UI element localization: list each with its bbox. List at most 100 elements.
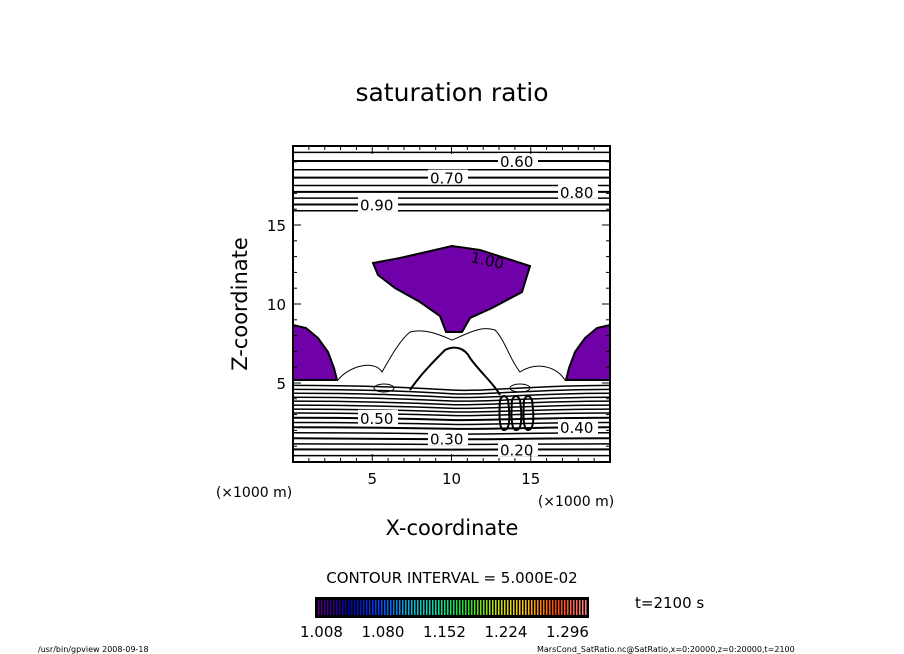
x-axis-label: X-coordinate — [386, 516, 519, 540]
colorbar-stripe — [405, 600, 407, 615]
colorbar-stripe — [348, 600, 350, 615]
contour-label-bg — [428, 169, 468, 185]
colorbar-stripe — [360, 600, 362, 615]
colorbar-stripe — [543, 600, 545, 615]
colorbar-stripe — [324, 600, 326, 615]
contour-label: 0.20 — [500, 441, 533, 459]
supersaturation-fills — [292, 244, 611, 381]
colorbar-stripe — [435, 600, 437, 615]
y-tick-label: 10 — [267, 296, 286, 314]
colorbar-stripe — [456, 600, 458, 615]
colorbar-tick-label: 1.080 — [362, 623, 405, 641]
colorbar-stripe — [357, 600, 359, 615]
contour-line-center-inner — [409, 346, 501, 396]
contour-label: 0.80 — [560, 184, 593, 202]
colorbar-stripe — [540, 600, 542, 615]
axis-ticks: 5 10 15 5 10 15 — [267, 146, 610, 488]
colorbar-stripe — [411, 600, 413, 615]
colorbar-stripe — [420, 600, 422, 615]
colorbar-stripe — [561, 600, 563, 615]
contour-label: 0.30 — [430, 430, 463, 448]
contour-label-bg — [428, 430, 468, 446]
colorbar-stripe — [498, 600, 500, 615]
colorbar-stripe — [423, 600, 425, 615]
colorbar-stripe — [582, 600, 584, 615]
fill-region-center — [371, 244, 532, 333]
colorbar-stripe — [579, 600, 581, 615]
colorbar-stripe — [567, 600, 569, 615]
colorbar-stripe — [570, 600, 572, 615]
colorbar-tick-label: 1.296 — [546, 623, 589, 641]
colorbar-stripe — [408, 600, 410, 615]
x-unit-label: (×1000 m) — [538, 494, 614, 510]
colorbar-tick-labels: 1.008 1.080 1.152 1.224 1.296 — [300, 623, 589, 641]
colorbar-stripe — [525, 600, 527, 615]
colorbar-stripe — [321, 600, 323, 615]
colorbar-stripe — [417, 600, 419, 615]
contour-line — [292, 412, 611, 417]
contour-labels: 0.60 0.70 0.80 0.90 0.20 0.30 0.40 0.50 — [358, 153, 598, 459]
colorbar-stripe — [336, 600, 338, 615]
x-tick-label: 15 — [521, 470, 540, 488]
colorbar-stripe — [459, 600, 461, 615]
colorbar-stripe — [390, 600, 392, 615]
colorbar-stripe — [378, 600, 380, 615]
colorbar-stripe — [534, 600, 536, 615]
colorbar-stripe — [402, 600, 404, 615]
contour-label-bg — [358, 196, 398, 212]
colorbar-stripe — [318, 600, 320, 615]
colorbar-stripe — [414, 600, 416, 615]
colorbar-stripe — [327, 600, 329, 615]
colorbar-stripe — [468, 600, 470, 615]
colorbar-stripe — [387, 600, 389, 615]
y-tick-label: 5 — [276, 375, 286, 393]
contour-loop — [509, 383, 531, 393]
colorbar-stripe — [393, 600, 395, 615]
contour-label: 0.90 — [360, 196, 393, 214]
x-tick-label: 5 — [367, 470, 377, 488]
colorbar-tick-label: 1.152 — [423, 623, 466, 641]
colorbar-stripe — [489, 600, 491, 615]
y-axis-label: Z-coordinate — [228, 237, 252, 371]
contour-label-bg — [558, 183, 598, 199]
colorbar — [316, 598, 588, 617]
contour-cluster — [498, 395, 535, 432]
colorbar-stripe — [507, 600, 509, 615]
colorbar-stripe — [345, 600, 347, 615]
colorbar-stripe — [363, 600, 365, 615]
colorbar-stripe — [366, 600, 368, 615]
colorbar-stripe — [381, 600, 383, 615]
colorbar-stripe — [330, 600, 332, 615]
contour-line — [292, 408, 611, 413]
contour-interval-label: CONTOUR INTERVAL = 5.000E-02 — [326, 569, 577, 587]
colorbar-stripe — [438, 600, 440, 615]
y-tick-label: 15 — [267, 217, 286, 235]
colorbar-tick-label: 1.224 — [485, 623, 528, 641]
colorbar-stripe — [585, 600, 587, 615]
colorbar-stripe — [564, 600, 566, 615]
colorbar-stripe — [396, 600, 398, 615]
colorbar-stripe — [576, 600, 578, 615]
colorbar-stripe — [432, 600, 434, 615]
colorbar-stripe — [462, 600, 464, 615]
colorbar-stripe — [354, 600, 356, 615]
colorbar-stripe — [558, 600, 560, 615]
colorbar-stripe — [519, 600, 521, 615]
contour-label-bg — [558, 419, 598, 435]
colorbar-stripe — [450, 600, 452, 615]
contour-line — [292, 388, 611, 395]
colorbar-stripe — [339, 600, 341, 615]
colorbar-stripe — [471, 600, 473, 615]
colorbar-stripe — [546, 600, 548, 615]
colorbar-stripe — [477, 600, 479, 615]
colorbar-stripe — [555, 600, 557, 615]
y-unit-label: (×1000 m) — [216, 485, 292, 501]
colorbar-stripe — [522, 600, 524, 615]
contour-line-center-outer — [337, 328, 566, 381]
colorbar-stripe — [495, 600, 497, 615]
fill-region-left — [292, 323, 339, 381]
colorbar-stripe — [369, 600, 371, 615]
colorbar-stripe — [351, 600, 353, 615]
